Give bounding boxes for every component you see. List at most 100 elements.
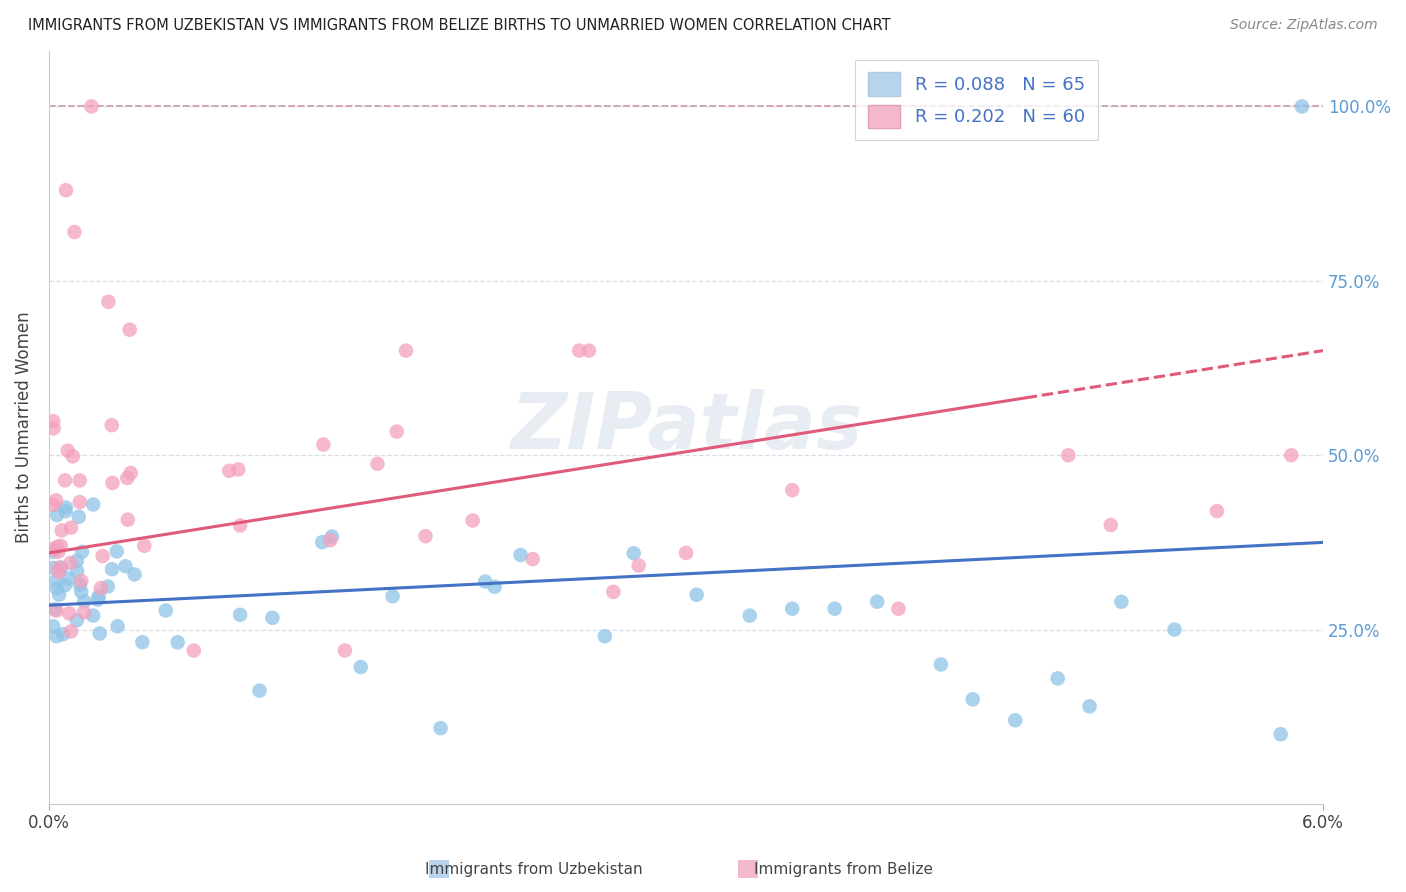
Point	[105, 544, 128, 558]
Text: Immigrants from Uzbekistan: Immigrants from Uzbekistan	[426, 863, 643, 877]
Point	[429, 721, 451, 735]
Point	[1004, 713, 1026, 727]
Point	[89, 626, 111, 640]
Point	[107, 619, 129, 633]
Point	[131, 635, 153, 649]
Point	[522, 552, 544, 566]
Legend: R = 0.088   N = 65, R = 0.202   N = 60: R = 0.088 N = 65, R = 0.202 N = 60	[855, 60, 1098, 140]
Point	[114, 559, 136, 574]
Point	[866, 595, 889, 609]
Point	[62, 450, 84, 464]
Point	[55, 504, 77, 518]
Point	[48, 588, 70, 602]
Point	[1111, 595, 1133, 609]
Y-axis label: Births to Unmarried Women: Births to Unmarried Women	[15, 311, 32, 543]
Point	[69, 495, 91, 509]
Point	[49, 539, 72, 553]
Point	[738, 608, 761, 623]
Point	[69, 578, 91, 592]
Point	[117, 471, 139, 485]
Point	[73, 594, 96, 608]
Point	[73, 606, 96, 620]
Point	[124, 567, 146, 582]
Point	[60, 521, 83, 535]
Point	[70, 574, 93, 588]
Point	[101, 562, 124, 576]
Point	[117, 513, 139, 527]
Point	[55, 183, 77, 197]
Point	[568, 343, 591, 358]
Point	[484, 580, 506, 594]
Point	[312, 437, 335, 451]
Point	[623, 546, 645, 560]
Point	[45, 574, 67, 588]
Point	[415, 529, 437, 543]
Point	[69, 474, 91, 488]
Point	[42, 421, 65, 435]
Point	[59, 556, 82, 570]
Point	[90, 581, 112, 595]
Point	[686, 588, 709, 602]
Point	[66, 554, 89, 568]
Point	[66, 613, 89, 627]
Point	[226, 462, 249, 476]
Point	[46, 508, 69, 523]
Point	[52, 627, 75, 641]
Point	[63, 225, 86, 239]
Point	[350, 660, 373, 674]
Point	[48, 544, 70, 558]
Point	[1099, 518, 1122, 533]
Point	[87, 592, 110, 607]
Point	[51, 524, 73, 538]
Point	[97, 580, 120, 594]
Point	[1078, 699, 1101, 714]
Point	[42, 498, 65, 512]
Point	[1163, 623, 1185, 637]
Point	[101, 475, 124, 490]
Point	[887, 601, 910, 615]
Point	[321, 530, 343, 544]
Point	[962, 692, 984, 706]
Point	[461, 513, 484, 527]
Point	[929, 657, 952, 672]
Point	[1270, 727, 1292, 741]
Point	[87, 589, 110, 603]
Text: IMMIGRANTS FROM UZBEKISTAN VS IMMIGRANTS FROM BELIZE BIRTHS TO UNMARRIED WOMEN C: IMMIGRANTS FROM UZBEKISTAN VS IMMIGRANTS…	[28, 18, 891, 33]
Point	[45, 629, 67, 643]
Point	[48, 565, 70, 579]
Point	[824, 601, 846, 615]
Point	[218, 464, 240, 478]
Point	[120, 466, 142, 480]
Point	[91, 549, 114, 563]
Point	[602, 585, 624, 599]
Point	[42, 619, 65, 633]
Point	[780, 483, 803, 497]
Text: Source: ZipAtlas.com: Source: ZipAtlas.com	[1230, 18, 1378, 32]
Point	[45, 493, 67, 508]
Point	[509, 548, 531, 562]
Point	[229, 518, 252, 533]
Point	[166, 635, 188, 649]
Point	[56, 443, 79, 458]
Point	[80, 99, 103, 113]
Point	[58, 572, 80, 586]
Point	[60, 624, 83, 639]
Point	[1279, 448, 1302, 462]
Point	[66, 565, 89, 579]
Point	[1046, 672, 1069, 686]
Point	[55, 500, 77, 515]
Point	[97, 294, 120, 309]
Point	[1057, 448, 1080, 462]
Point	[627, 558, 650, 573]
Point	[67, 509, 90, 524]
Point	[53, 578, 76, 592]
Text: ZIPatlas: ZIPatlas	[510, 389, 862, 466]
Point	[53, 474, 76, 488]
Point	[58, 607, 80, 621]
Point	[45, 582, 67, 596]
Point	[42, 541, 65, 556]
Point	[183, 643, 205, 657]
Point	[100, 418, 122, 433]
Point	[70, 584, 93, 599]
Point	[82, 498, 104, 512]
